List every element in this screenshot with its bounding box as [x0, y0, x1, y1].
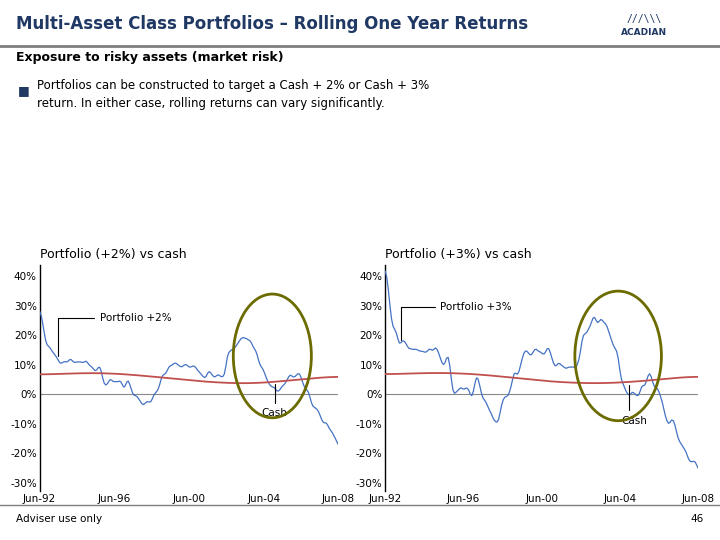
- Text: ■: ■: [18, 84, 30, 97]
- Text: Portfolio (+2%) vs cash: Portfolio (+2%) vs cash: [40, 248, 186, 261]
- Text: Multi-Asset Class Portfolios – Rolling One Year Returns: Multi-Asset Class Portfolios – Rolling O…: [16, 15, 528, 33]
- Text: Cash: Cash: [621, 384, 647, 426]
- Text: ///\\\: ///\\\: [627, 14, 662, 24]
- Text: ACADIAN: ACADIAN: [621, 28, 667, 37]
- Text: Cash: Cash: [262, 384, 288, 418]
- Text: Portfolio +3%: Portfolio +3%: [401, 302, 512, 340]
- Text: Adviser use only: Adviser use only: [16, 515, 102, 524]
- Text: Portfolios can be constructed to target a Cash + 2% or Cash + 3%
return. In eith: Portfolios can be constructed to target …: [37, 79, 430, 110]
- Text: Portfolio (+3%) vs cash: Portfolio (+3%) vs cash: [385, 248, 532, 261]
- Text: Portfolio +2%: Portfolio +2%: [58, 313, 171, 356]
- Text: 46: 46: [691, 515, 704, 524]
- Text: Exposure to risky assets (market risk): Exposure to risky assets (market risk): [16, 51, 284, 64]
